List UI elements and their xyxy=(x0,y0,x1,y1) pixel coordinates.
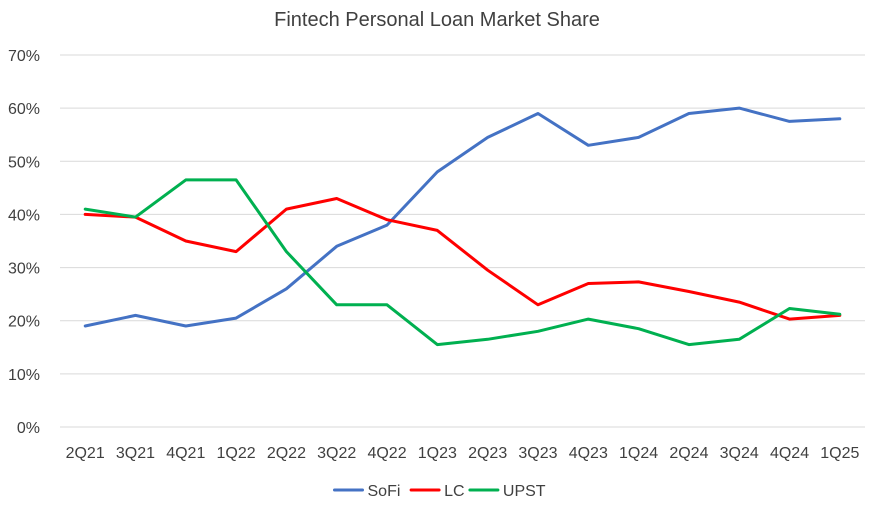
x-tick-label: 2Q22 xyxy=(267,445,306,462)
legend-label-upst: UPST xyxy=(503,483,546,500)
x-tick-label: 4Q24 xyxy=(770,445,809,462)
series-line-upst xyxy=(83,178,842,347)
x-tick-label: 3Q24 xyxy=(720,445,759,462)
x-tick-label: 1Q23 xyxy=(418,445,457,462)
y-axis-ticks: 0% 10% 20% 30% 40% 50% 60% 70% xyxy=(8,48,40,437)
series-line-lc xyxy=(83,197,842,321)
x-tick-label: 3Q23 xyxy=(518,445,557,462)
x-tick-label: 2Q23 xyxy=(468,445,507,462)
x-tick-label: 2Q24 xyxy=(669,445,708,462)
legend: SoFi LC UPST xyxy=(333,483,546,500)
y-tick-label: 50% xyxy=(8,154,40,171)
x-tick-label: 2Q21 xyxy=(66,445,105,462)
y-tick-label: 10% xyxy=(8,367,40,384)
series-lines xyxy=(83,106,842,347)
legend-label-sofi: SoFi xyxy=(368,483,401,500)
y-tick-label: 20% xyxy=(8,314,40,331)
x-tick-label: 1Q25 xyxy=(820,445,859,462)
x-tick-label: 1Q24 xyxy=(619,445,658,462)
x-tick-label: 1Q22 xyxy=(217,445,256,462)
x-axis-ticks: 2Q21 3Q21 4Q21 1Q22 2Q22 3Q22 4Q22 1Q23 2Q23 3Q23… xyxy=(66,445,860,462)
x-tick-label: 4Q22 xyxy=(367,445,406,462)
y-tick-label: 30% xyxy=(8,261,40,278)
y-tick-label: 70% xyxy=(8,48,40,65)
legend-label-lc: LC xyxy=(444,483,464,500)
x-tick-label: 3Q21 xyxy=(116,445,155,462)
y-tick-label: 60% xyxy=(8,101,40,118)
x-tick-label: 3Q22 xyxy=(317,445,356,462)
x-tick-label: 4Q23 xyxy=(569,445,608,462)
gridlines xyxy=(60,54,865,428)
x-tick-label: 4Q21 xyxy=(166,445,205,462)
chart-title: Fintech Personal Loan Market Share xyxy=(274,9,600,31)
y-tick-label: 40% xyxy=(8,207,40,224)
series-line-sofi xyxy=(83,106,842,328)
y-tick-label: 0% xyxy=(17,420,40,437)
